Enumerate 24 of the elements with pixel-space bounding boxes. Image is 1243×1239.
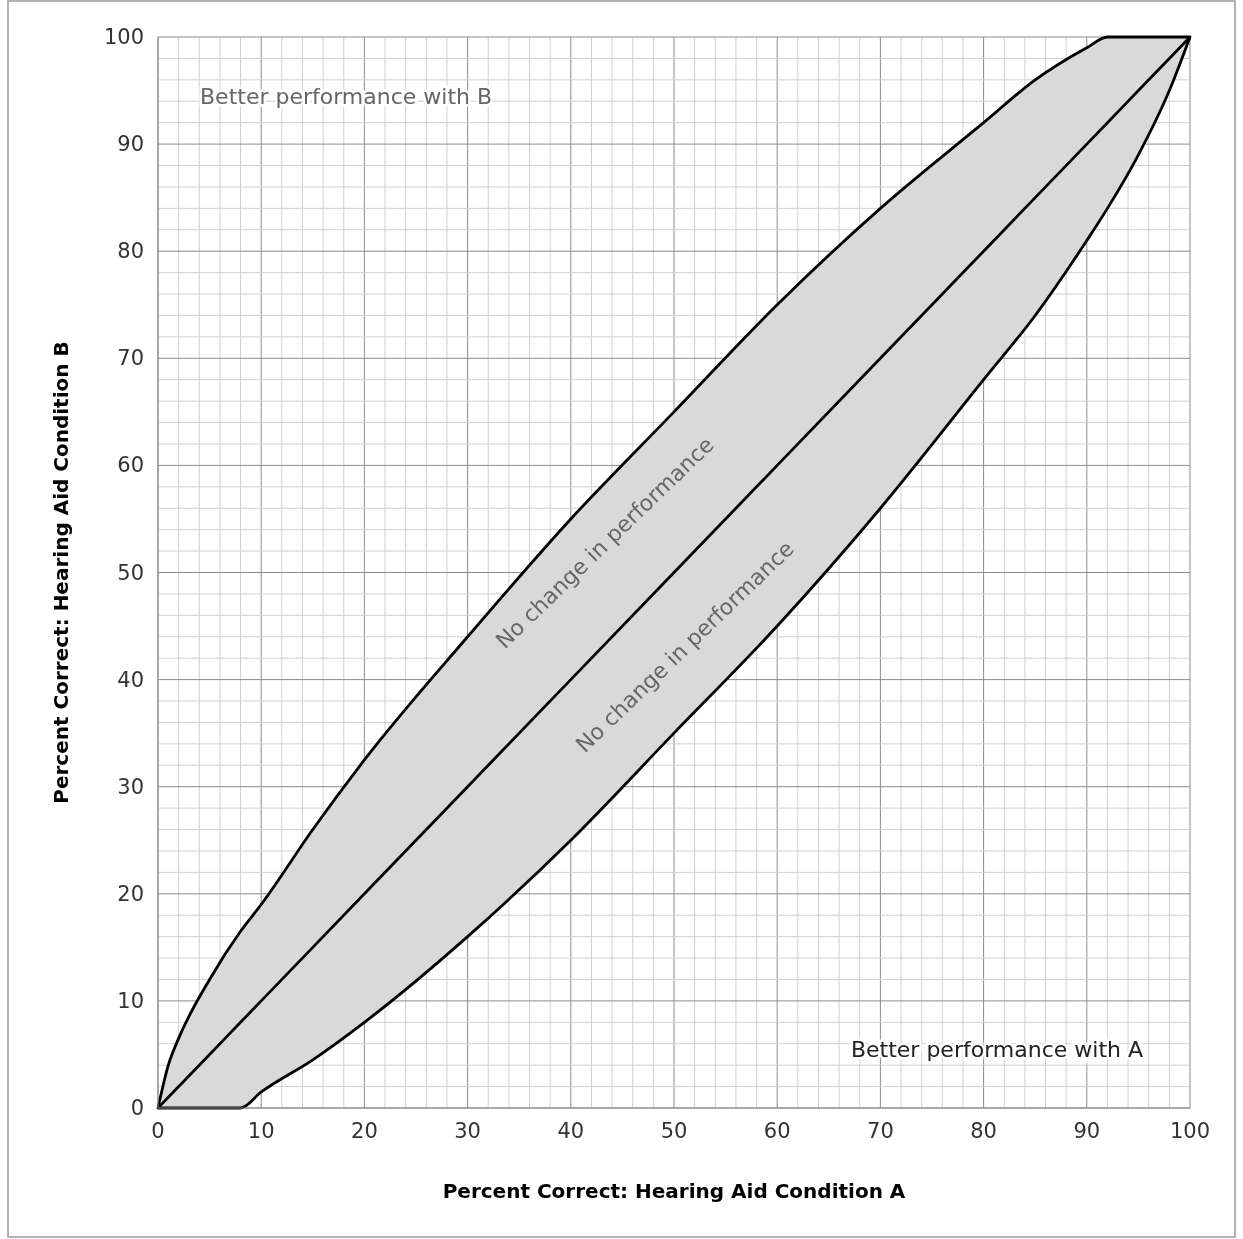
y-tick-label: 30 — [117, 774, 144, 799]
y-tick-label: 100 — [103, 25, 144, 49]
x-tick-label: 50 — [660, 1119, 688, 1143]
x-tick-label: 70 — [867, 1119, 894, 1143]
y-tick-label: 90 — [117, 132, 144, 157]
y-tick-label: 40 — [117, 667, 144, 692]
y-tick-label: 60 — [117, 453, 144, 478]
x-axis-title: Percent Correct: Hearing Aid Condition A — [442, 1179, 906, 1203]
y-axis-title: Percent Correct: Hearing Aid Condition B — [49, 341, 73, 804]
x-tick-label: 90 — [1073, 1119, 1101, 1143]
x-tick-label: 100 — [1169, 1119, 1211, 1143]
y-tick-label: 80 — [117, 239, 144, 264]
x-tick-label: 60 — [763, 1119, 791, 1143]
x-tick-label: 40 — [557, 1119, 585, 1143]
x-tick-label: 20 — [351, 1119, 378, 1143]
x-tick-label: 80 — [970, 1119, 997, 1143]
x-tick-label: 10 — [247, 1119, 275, 1143]
x-tick-label: 30 — [454, 1119, 481, 1143]
y-tick-label: 50 — [117, 560, 144, 585]
y-tick-label: 10 — [117, 988, 144, 1013]
y-tick-label: 20 — [117, 881, 144, 906]
y-tick-label: 70 — [117, 346, 144, 371]
y-tick-label: 0 — [130, 1096, 144, 1120]
x-tick-label: 0 — [151, 1119, 165, 1143]
